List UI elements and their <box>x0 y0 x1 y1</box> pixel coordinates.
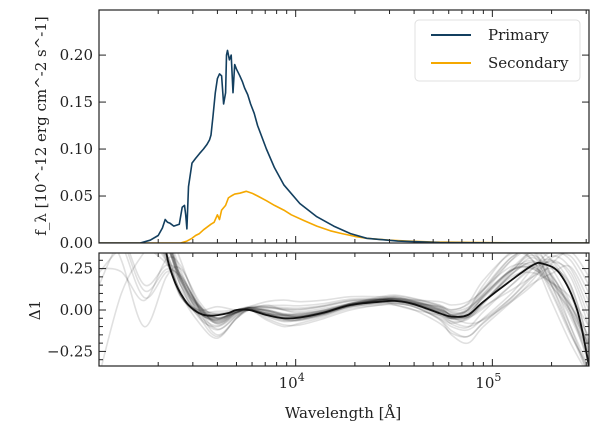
residual-sample-curve <box>162 253 589 346</box>
residual-sample-curve <box>100 253 589 366</box>
residual-sample-curve <box>169 253 589 344</box>
residual-sample-curve <box>161 253 589 366</box>
bottom-y-axis: −0.25 0.00 0.25 <box>47 260 589 360</box>
top-x-ticks <box>98 10 587 243</box>
bottom-y-axis-label: Δ1 <box>26 300 44 320</box>
y-tick-label: 0.00 <box>60 234 93 252</box>
y-tick-label: 0.10 <box>60 140 93 158</box>
series-line-secondary <box>99 190 589 243</box>
bottom-panel: −0.25 0.00 0.25 104 105 Δ1 Wavelength [Å] <box>26 252 590 422</box>
residual-sample-curve <box>171 253 589 366</box>
legend: Primary Secondary <box>414 19 581 82</box>
residual-sample-curve <box>162 253 589 328</box>
residual-sample-curve <box>170 253 589 320</box>
residual-sample-curve <box>163 253 589 354</box>
y-tick-label: 0.25 <box>60 260 93 278</box>
top-series-group <box>99 49 589 243</box>
top-y-axis-label: f_λ [10^-12 erg cm^-2 s^-1] <box>32 16 50 235</box>
y-tick-label: 0.00 <box>60 301 93 319</box>
y-tick-label: 0.05 <box>60 187 93 205</box>
residual-sample-curve <box>169 253 589 344</box>
x-tick-label: 104 <box>279 371 305 392</box>
top-panel: 0.00 0.05 0.10 0.15 0.20 f_λ [10^-12 erg cm^… <box>32 9 590 252</box>
top-panel-frame <box>98 9 590 244</box>
residual-sample-curve <box>170 253 589 337</box>
legend-label-primary: Primary <box>488 26 549 44</box>
y-tick-label: 0.15 <box>60 93 93 111</box>
y-tick-label: 0.20 <box>60 46 93 64</box>
y-tick-label: −0.25 <box>47 342 93 360</box>
x-axis-label: Wavelength [Å] <box>285 404 401 422</box>
residual-median-curve <box>165 253 589 366</box>
legend-label-secondary: Secondary <box>488 54 569 72</box>
top-y-axis: 0.00 0.05 0.10 0.15 0.20 <box>60 46 589 252</box>
residual-sample-curve <box>99 253 589 338</box>
bottom-series-group <box>99 253 589 366</box>
residual-sample-curve <box>127 253 589 351</box>
series-line-primary <box>99 49 589 243</box>
x-tick-label: 105 <box>475 371 501 392</box>
